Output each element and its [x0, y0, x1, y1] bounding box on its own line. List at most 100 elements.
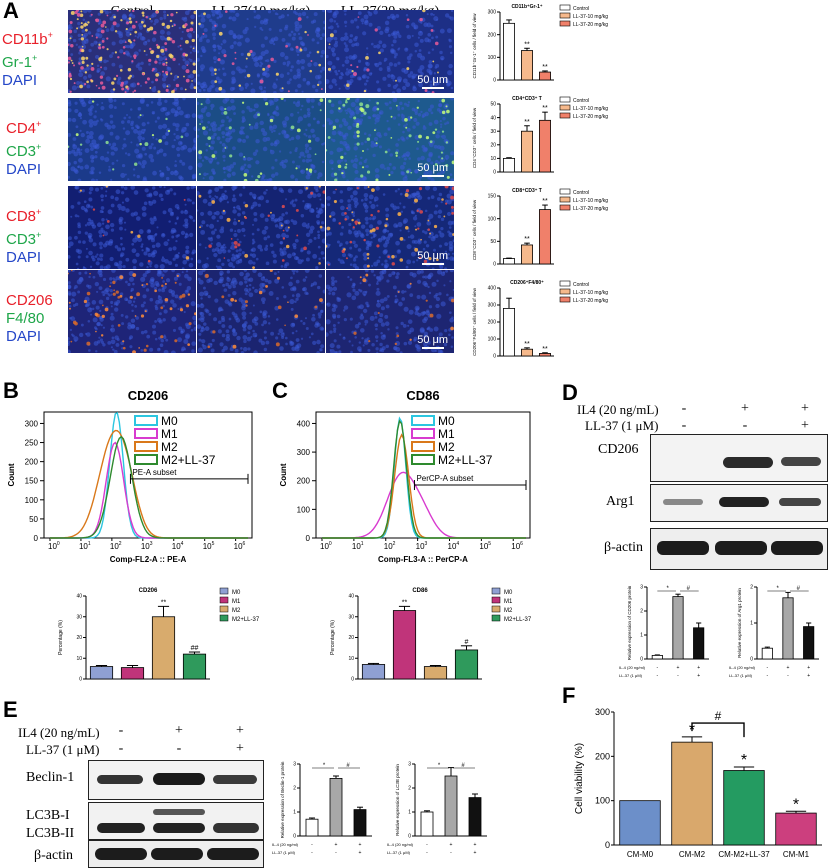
bar-2: [329, 777, 343, 837]
significance-mark: #: [687, 586, 691, 592]
bar-chart-cell-viability: 0 100 200 300 Cell viability (%) CM-M0 * CM-M2 *…: [574, 707, 822, 859]
legend-swatch: [559, 188, 571, 195]
bar-4: [182, 653, 207, 680]
y-tick-label: 400: [488, 286, 497, 292]
micrograph-r1-c3: 50 μm: [326, 10, 454, 93]
gate-label: PerCP-A subset: [416, 474, 474, 483]
bar-chart-cd11b-gr1: 0 100 200 300 CD11b⁺Gr-1⁺ CD11b⁺Gr-1⁺ cells /…: [472, 4, 608, 84]
bar-3: [803, 626, 815, 660]
legend-swatch: [134, 415, 158, 426]
y-tick-label: 10: [76, 656, 82, 662]
mini-treatment-label: LL-37 (1 μM): [619, 673, 643, 678]
histogram-title: CD86: [406, 388, 439, 403]
x-tick-label: 106: [511, 541, 523, 551]
legend-label: LL-37-10 mg/kg: [573, 14, 608, 20]
legend-swatch: [491, 587, 501, 595]
significance-mark: **: [161, 599, 167, 606]
legend-swatch: [491, 605, 501, 613]
y-tick-label: 0: [493, 170, 496, 176]
scale-bar: 50 μm: [417, 74, 448, 89]
y-tick-label: 20: [490, 142, 496, 148]
bar-2: [521, 348, 533, 357]
legend-swatch: [219, 605, 229, 613]
significance-mark: **: [524, 341, 530, 348]
row-label-cd206: CD206 F4/80 DAPI: [6, 292, 53, 345]
bar-chart-cd206-relative: 0 1 2 3 Relative expression of CD206 protein…: [619, 585, 709, 679]
bar-3: [693, 627, 705, 660]
x-tick-label: 104: [172, 541, 184, 551]
x-tick-label: 105: [479, 541, 491, 551]
significance-mark: **: [524, 41, 530, 48]
y-tick-label: 40: [490, 115, 496, 121]
mini-il4-sign: -: [656, 665, 658, 671]
legend-label: LL-37-10 mg/kg: [573, 198, 608, 204]
y-tick-label: 0: [34, 534, 39, 543]
y-tick-label: 150: [25, 477, 39, 486]
legend-swatch: [559, 104, 571, 111]
bar-1: [361, 664, 386, 680]
legend-label: M2: [438, 440, 455, 454]
bar-chart-cd8-cd3: 0 50 100 150 CD8⁺CD3⁺ T CD8⁺CD3⁺ cells / fiel…: [472, 188, 608, 268]
ll37-lane3-e: +: [236, 741, 244, 756]
significance-mark: #: [465, 639, 469, 646]
legend-label: Control: [573, 98, 589, 104]
y-tick-label: 400: [297, 419, 311, 428]
ll37-lane3: +: [801, 418, 809, 433]
micrograph-r4-c3: 50 μm: [326, 270, 454, 353]
y-tick-label: 2: [640, 609, 643, 615]
x-tick-label: 103: [141, 541, 153, 551]
y-tick-label: 0: [306, 534, 311, 543]
mini-ll37-sign: +: [474, 850, 477, 856]
y-axis-label: CD4⁺CD3⁺ cells / field of view: [472, 107, 477, 168]
y-tick-label: 100: [488, 337, 497, 343]
legend-swatch: [559, 12, 571, 19]
panel-label-d: D: [562, 380, 578, 405]
bar-3: [723, 770, 765, 846]
y-tick-label: 1: [750, 621, 753, 627]
legend-swatch: [134, 454, 158, 465]
bar-1: [305, 818, 319, 837]
legend-swatch: [491, 614, 501, 622]
bar-chart-cd206-percentage: 0 10 20 30 40 CD206 Percentage (%) ** ## M0 M1 M2 M2…: [58, 587, 260, 683]
y-tick-label: 100: [595, 796, 610, 806]
mini-treatment-label: IL-4 (20 ng/ml): [272, 842, 299, 847]
y-tick-label: 0: [493, 354, 496, 360]
bar-1: [503, 308, 515, 357]
legend-label: Control: [573, 6, 589, 12]
x-tick-label: 104: [448, 541, 460, 551]
bar-2: [392, 610, 417, 680]
panel-label-a: A: [3, 0, 19, 23]
y-tick-label: 10: [490, 156, 496, 162]
bar-1: [761, 647, 773, 660]
bar-1: [619, 800, 661, 846]
significance-mark: #: [346, 763, 350, 769]
legend-label: M2+LL-37: [438, 453, 493, 467]
western-blot-beta-actin-d: [650, 528, 828, 570]
mini-il4-sign: +: [807, 665, 810, 671]
y-tick-label: 300: [25, 419, 39, 428]
significance-mark: *: [323, 763, 326, 769]
mini-il4-sign: +: [450, 842, 453, 848]
row-label-cd11b: CD11b+ Gr-1+ DAPI: [2, 30, 53, 89]
y-tick-label: 0: [493, 78, 496, 84]
y-tick-label: 30: [348, 614, 354, 620]
micrograph-r3-c1: [68, 186, 196, 269]
chart-title: CD206: [139, 588, 158, 594]
y-tick-label: 0: [640, 657, 643, 663]
y-tick-label: 3: [408, 762, 411, 768]
chart-title: CD206⁺F4/80⁺: [510, 280, 544, 286]
y-tick-label: 2: [750, 585, 753, 591]
y-axis-label: CD206⁺F4/80⁺ cells / field of view: [472, 287, 477, 356]
mini-il4-sign: +: [335, 842, 338, 848]
western-blot-lc3b: [88, 802, 264, 840]
bar-1: [420, 811, 434, 837]
y-tick-label: 3: [640, 585, 643, 591]
bar-chart-cd206-f480: 0 100 200 300 400 CD206⁺F4/80⁺ CD206⁺F4/80⁺ ce…: [472, 280, 608, 360]
mini-il4-sign: -: [311, 842, 313, 848]
legend-swatch: [411, 415, 435, 426]
micrograph-r2-c2: [197, 98, 325, 181]
band-label-lc3b-i: LC3B-I: [26, 808, 70, 823]
mini-ll37-sign: -: [766, 673, 768, 679]
micrograph-r3-c2: [197, 186, 325, 269]
bar-2: [671, 741, 713, 846]
